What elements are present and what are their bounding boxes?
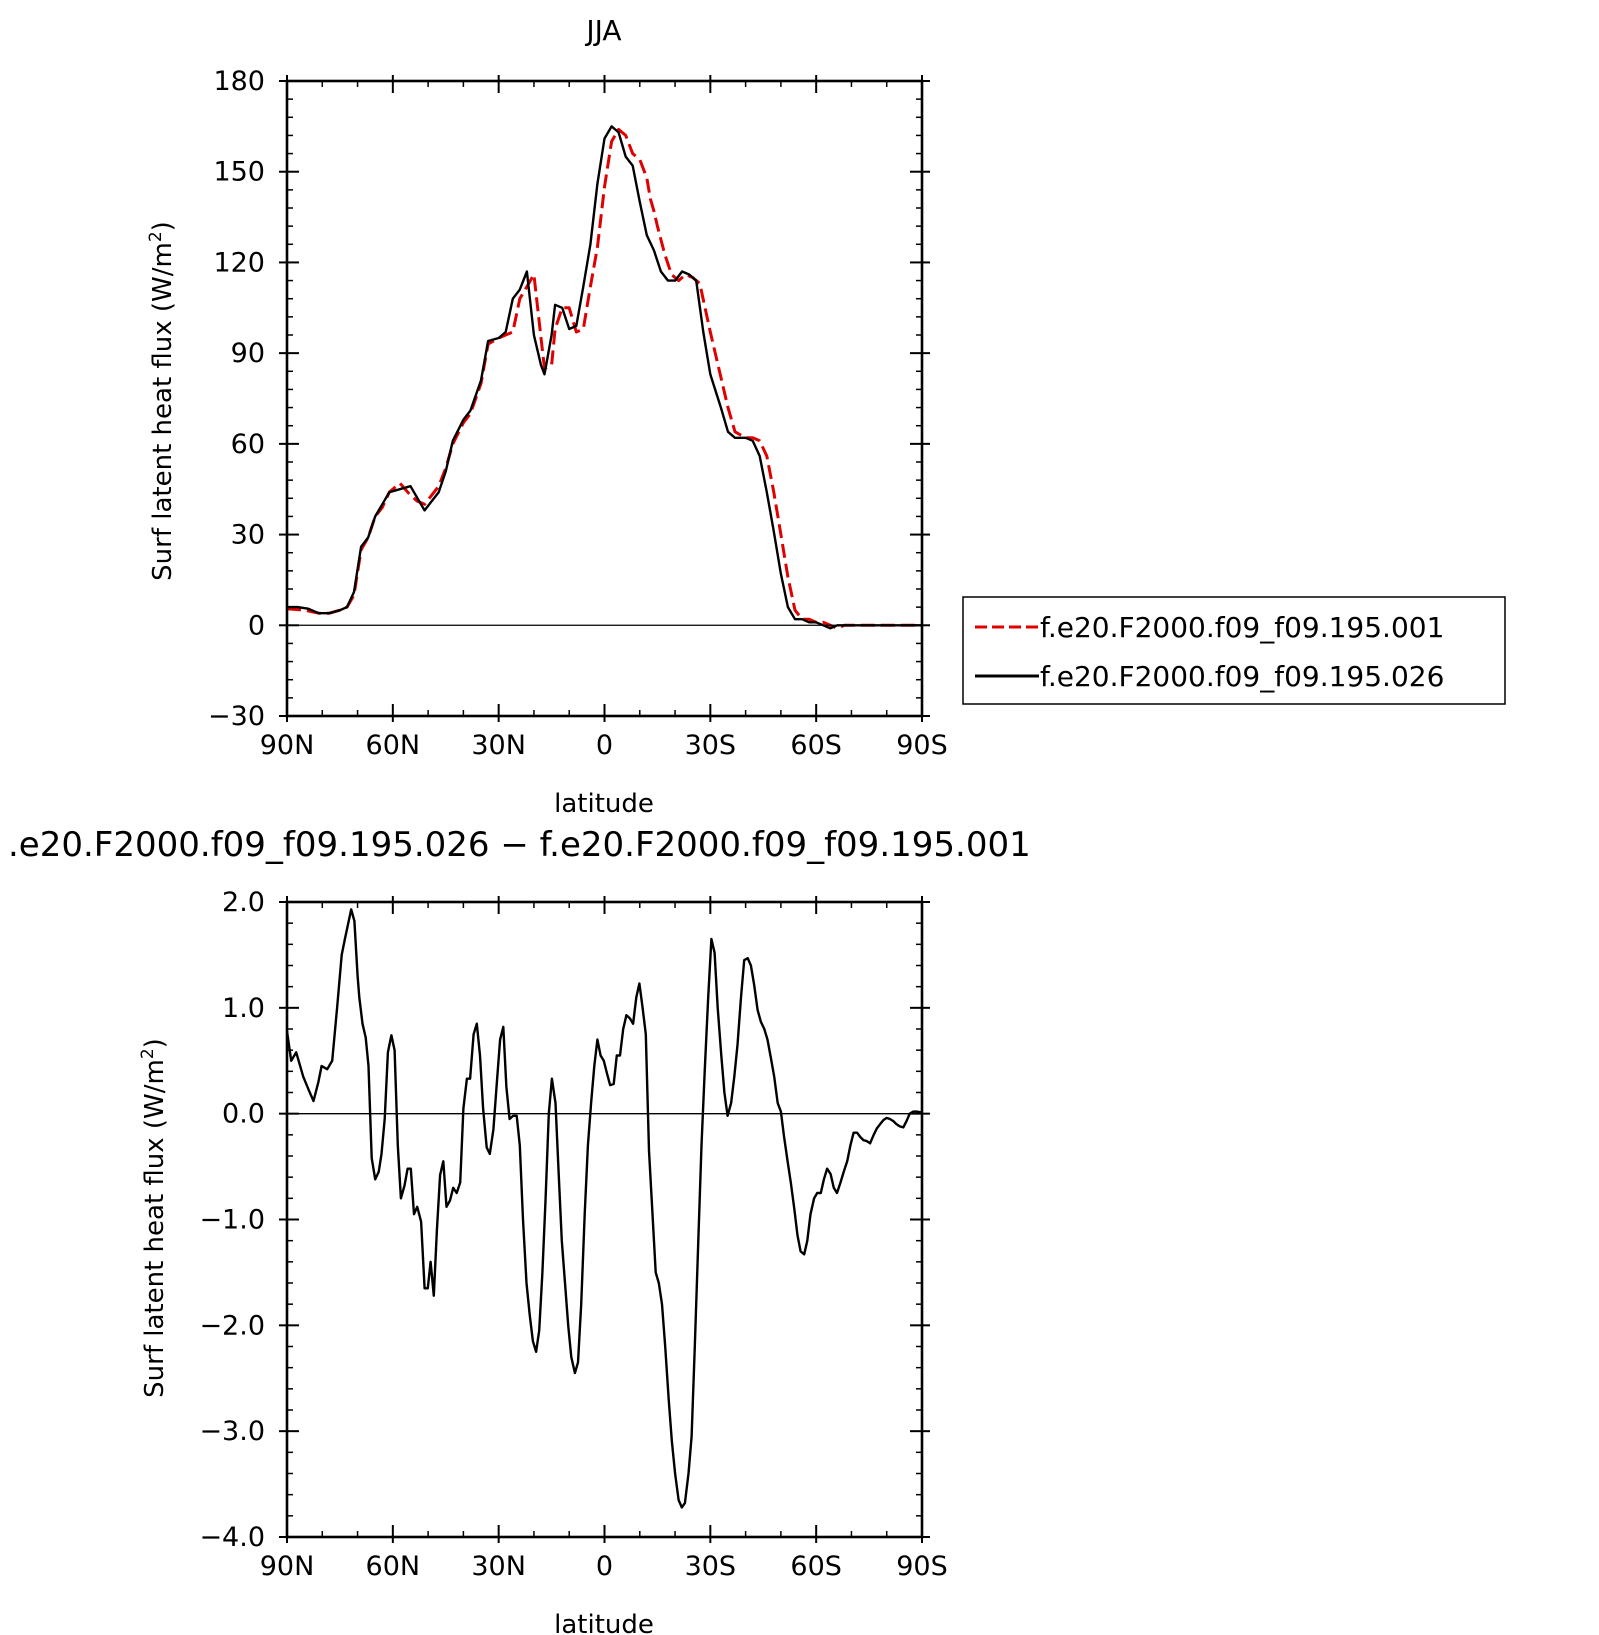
- legend-label-001: f.e20.F2000.f09_f09.195.001: [1040, 611, 1444, 644]
- legend-label-026: f.e20.F2000.f09_f09.195.026: [1040, 660, 1444, 693]
- series-line-1: [287, 125, 922, 630]
- y-axis-label: Surf latent heat flux (W/m2): [138, 1038, 170, 1398]
- y-tick-label: 0.0: [222, 1099, 265, 1130]
- series-line-0: [286, 127, 922, 630]
- y-tick-label: −4.0: [199, 1522, 265, 1553]
- y-axis-label-close: ): [148, 221, 178, 231]
- x-tick-label: 90N: [260, 730, 315, 761]
- y-tick-label: 90: [231, 338, 265, 369]
- y-tick-label: −2.0: [199, 1310, 265, 1341]
- y-tick-label: 180: [213, 66, 265, 97]
- y-tick-label: 2.0: [222, 887, 265, 918]
- bottom-panel: .e20.F2000.f09_f09.195.026 − f.e20.F2000…: [8, 825, 1031, 1635]
- y-tick-label: 150: [213, 157, 265, 188]
- x-tick-label: 60S: [790, 730, 842, 761]
- y-tick-label: 0: [248, 610, 265, 641]
- plot-frame: [285, 79, 924, 718]
- x-axis-label: latitude: [554, 789, 654, 819]
- x-tick-label: 30S: [685, 730, 737, 761]
- x-tick-label: 30N: [471, 1551, 526, 1582]
- y-axis-label-superscript: 2: [138, 1048, 158, 1059]
- legend: f.e20.F2000.f09_f09.195.001 f.e20.F2000.…: [962, 596, 1506, 705]
- y-tick-label: 60: [231, 429, 265, 460]
- x-tick-label: 60S: [790, 1551, 842, 1582]
- x-tick-label: 0: [596, 1551, 613, 1582]
- y-tick-label: −3.0: [199, 1416, 265, 1447]
- x-tick-label: 30N: [471, 730, 526, 761]
- y-axis-label-close: ): [140, 1038, 170, 1048]
- x-axis-label: latitude: [554, 1610, 654, 1635]
- chart-title: .e20.F2000.f09_f09.195.026 − f.e20.F2000…: [8, 825, 1031, 865]
- axes-layer: 90N 60N 30N 0 30S 60S 90S −4.0 −3.0 −2.0 −1.0 0.0 1.…: [199, 887, 947, 1582]
- x-tick-label: 60N: [366, 1551, 421, 1582]
- x-tick-label: 0: [596, 730, 613, 761]
- y-axis-label-superscript: 2: [146, 231, 166, 242]
- top-panel: JJA 90N 60N 30N 0 30S 60S 90S −30 0 30 60 90 120 150 1…: [146, 14, 948, 819]
- y-tick-label: 30: [231, 520, 265, 551]
- x-tick-label: 90S: [896, 1551, 948, 1582]
- plot-frame: [285, 900, 924, 1539]
- y-axis-label-main: Surf latent heat flux (W/m: [140, 1059, 170, 1398]
- x-tick-label: 60N: [366, 730, 421, 761]
- x-tick-label: 30S: [685, 1551, 737, 1582]
- y-tick-label: −1.0: [199, 1205, 265, 1236]
- chart-title: JJA: [584, 14, 621, 47]
- legend-box: [962, 596, 1506, 705]
- y-tick-label: 120: [213, 247, 265, 278]
- y-tick-label: −30: [208, 701, 265, 732]
- y-axis-label-main: Surf latent heat flux (W/m: [148, 242, 178, 581]
- y-tick-label: 1.0: [222, 993, 265, 1024]
- y-axis-label: Surf latent heat flux (W/m2): [146, 221, 178, 581]
- axes-layer: 90N 60N 30N 0 30S 60S 90S −30 0 30 60 90 120 150 180: [208, 66, 948, 761]
- series-line-0: [285, 908, 923, 1509]
- series-layer: [286, 125, 922, 630]
- x-tick-label: 90N: [260, 1551, 315, 1582]
- series-layer: [285, 908, 923, 1509]
- x-tick-label: 90S: [896, 730, 948, 761]
